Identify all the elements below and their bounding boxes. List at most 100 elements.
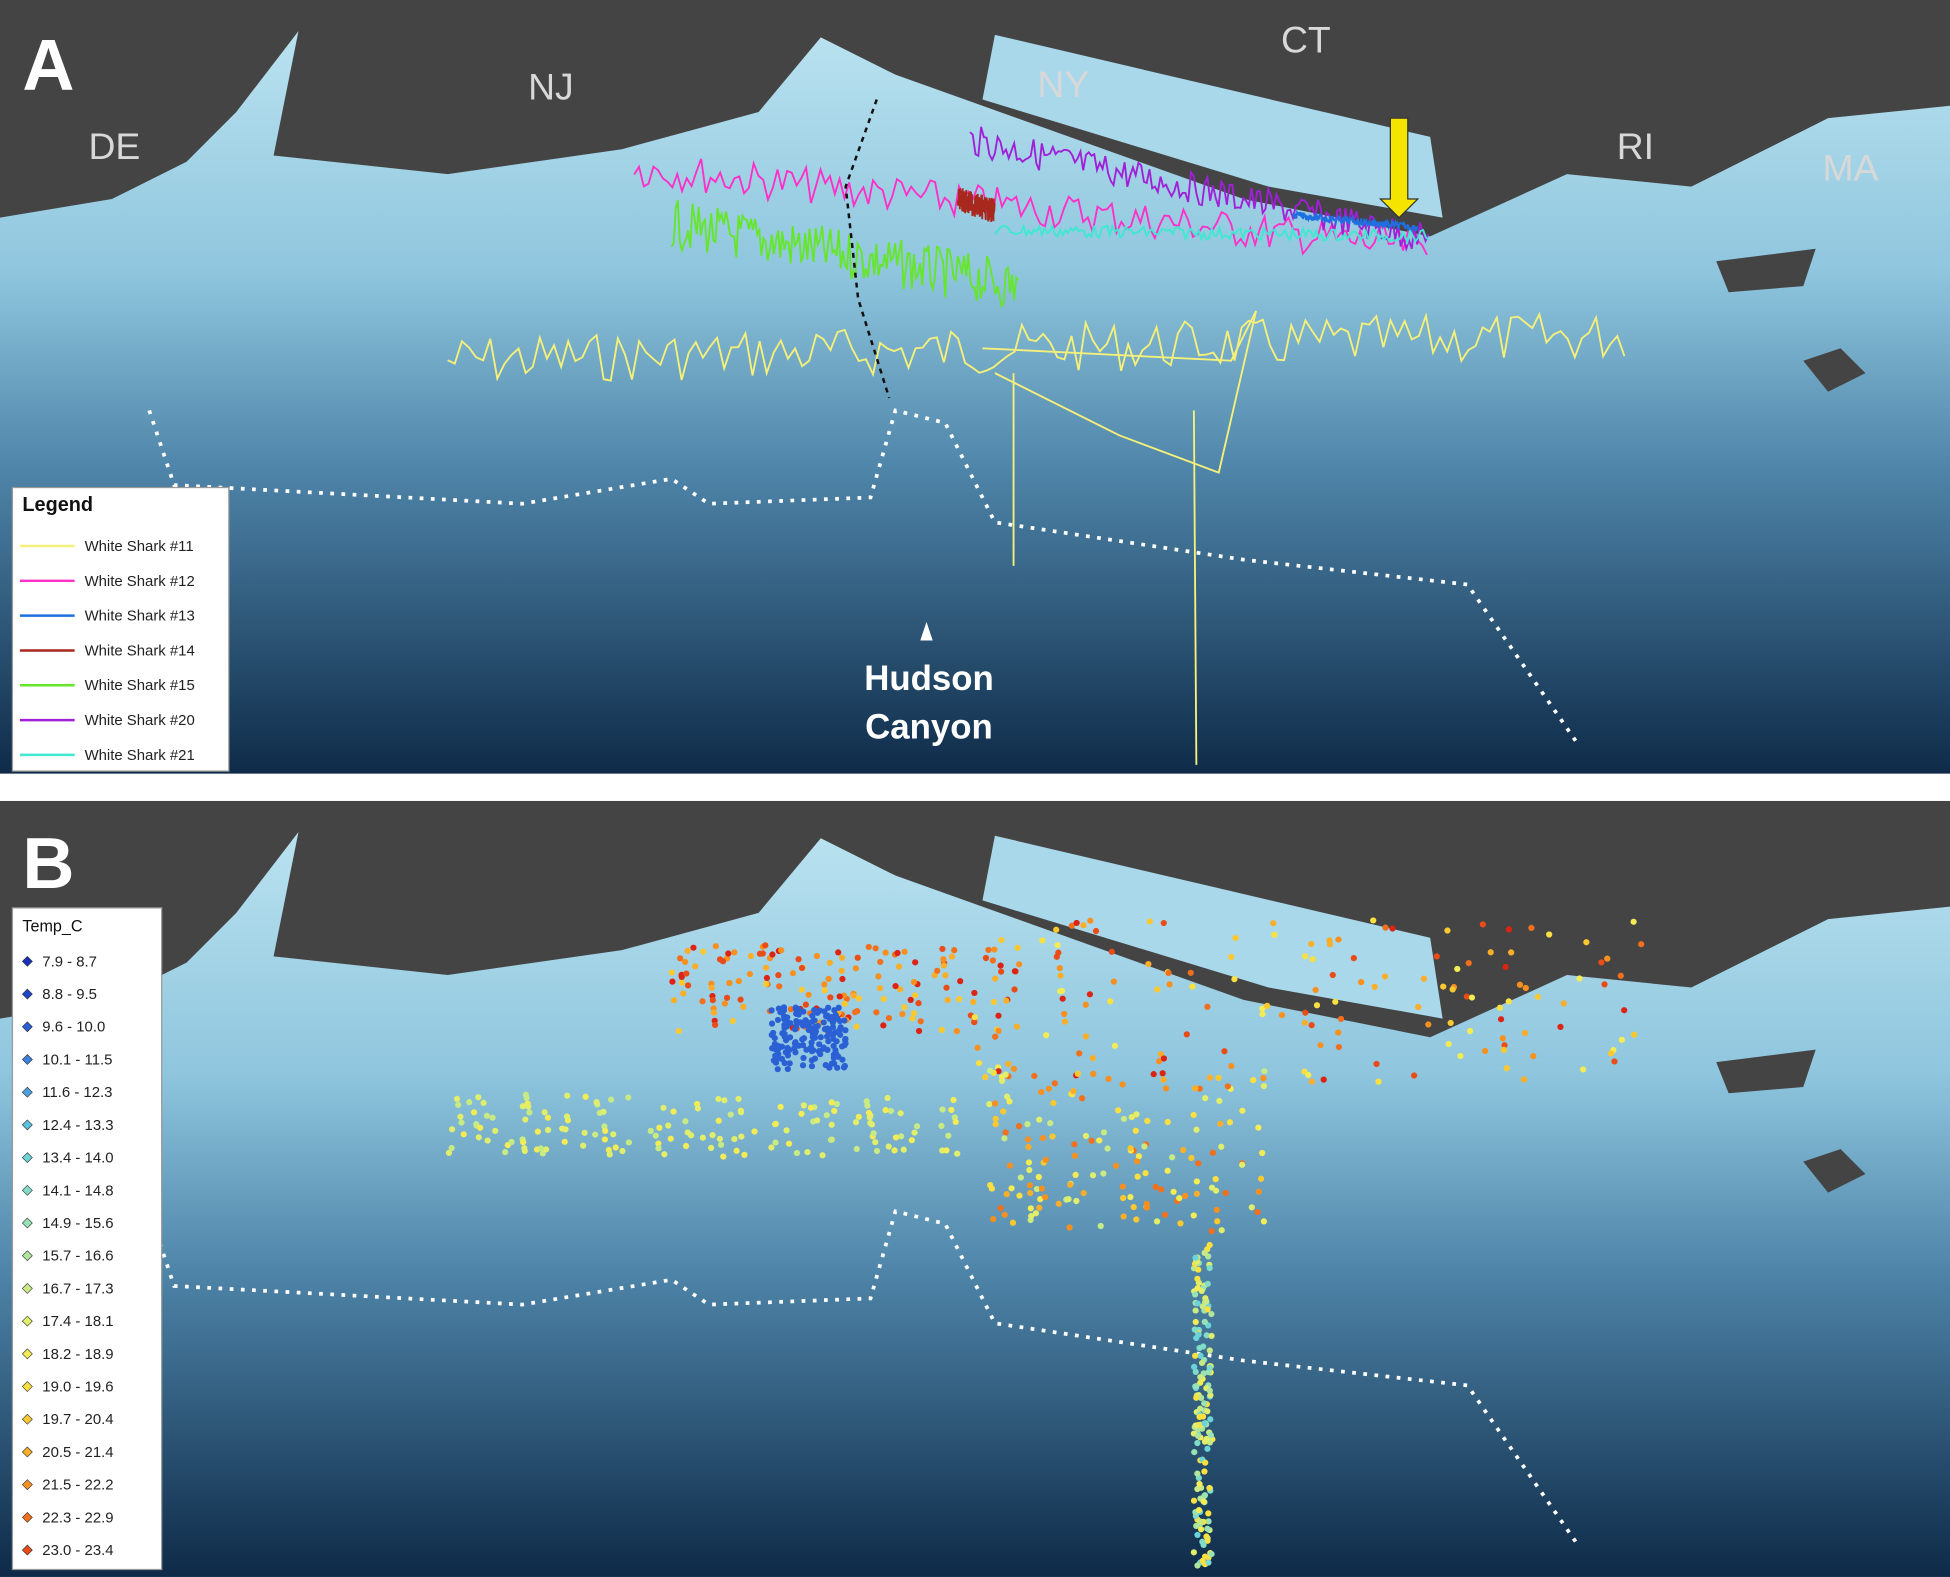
temp-point	[834, 1064, 841, 1071]
temp-point	[1215, 1074, 1222, 1081]
temp-point	[809, 1018, 816, 1025]
temp-point	[581, 1129, 588, 1136]
temp-point	[1024, 1121, 1031, 1128]
temp-point	[1164, 1118, 1171, 1126]
temp-point	[1003, 1191, 1010, 1198]
temp-point	[489, 1114, 496, 1121]
temp-point	[1135, 1153, 1143, 1160]
temp-point	[1389, 925, 1396, 932]
temp-point	[1226, 1119, 1234, 1126]
temp-point	[1032, 1210, 1040, 1217]
points	[445, 917, 1645, 1569]
temp-point	[1128, 1113, 1135, 1121]
temp-point	[737, 1109, 745, 1116]
temp-point	[864, 1102, 871, 1109]
temp-point	[1447, 1019, 1454, 1027]
temp-point	[1326, 941, 1334, 948]
temp-point	[1320, 1076, 1327, 1083]
temp-point	[884, 1094, 891, 1102]
temp-point	[1027, 1189, 1034, 1197]
temp-point	[1482, 1047, 1489, 1055]
legend-swatch	[21, 1348, 33, 1360]
temp-point	[821, 981, 828, 988]
temp-point	[1203, 1533, 1210, 1540]
temp-point	[602, 1127, 609, 1134]
temp-point	[911, 992, 919, 999]
legend-label: 18.2 - 18.9	[42, 1346, 113, 1363]
temp-point	[1201, 1249, 1208, 1256]
temp-point	[678, 973, 685, 981]
temp-point	[880, 995, 887, 1003]
temp-point	[690, 944, 697, 951]
legend-swatch	[21, 1021, 33, 1033]
temp-point	[948, 1106, 955, 1114]
temp-point	[1153, 1218, 1161, 1225]
temp-point	[1006, 1098, 1013, 1105]
temp-point	[990, 998, 998, 1006]
temp-point	[895, 963, 903, 970]
state-label: NY	[1037, 63, 1089, 105]
legend-box	[11, 486, 230, 772]
temp-point	[793, 1149, 801, 1157]
temp-point	[723, 994, 731, 1001]
temp-point	[800, 1054, 807, 1062]
temp-point	[1133, 1158, 1141, 1165]
temp-point	[1089, 1172, 1097, 1179]
temp-point	[1191, 1448, 1198, 1456]
temp-point	[1207, 1416, 1214, 1423]
temp-point	[1371, 983, 1378, 990]
temp-point	[1038, 1185, 1046, 1192]
temp-point	[854, 954, 861, 961]
temp-point	[1192, 1352, 1199, 1359]
temp-point	[1502, 963, 1509, 971]
temp-point	[768, 1007, 775, 1014]
temp-point	[719, 958, 727, 965]
temp-point	[526, 1109, 533, 1116]
temp-point	[1611, 1058, 1618, 1065]
temp-point	[1076, 1050, 1083, 1057]
temp-point	[986, 1067, 994, 1074]
temp-point	[1087, 917, 1094, 924]
temp-point	[563, 1113, 571, 1120]
temp-point	[1082, 1132, 1090, 1140]
temp-point	[1317, 1042, 1324, 1049]
temp-point	[1197, 1352, 1204, 1359]
temp-point	[1033, 1185, 1041, 1193]
temp-point	[1192, 1307, 1199, 1314]
legend-label: 17.4 - 18.1	[42, 1313, 113, 1330]
temp-point	[948, 953, 956, 960]
legend-label: 7.9 - 8.7	[42, 953, 97, 970]
temp-point	[1516, 981, 1524, 988]
temp-point	[781, 1033, 788, 1040]
temp-point	[1192, 1422, 1199, 1429]
temp-point	[1337, 1015, 1345, 1023]
temp-point	[974, 1044, 981, 1051]
temp-point	[655, 1145, 662, 1152]
temp-point	[1192, 1085, 1199, 1092]
temp-point	[680, 990, 687, 997]
temp-point	[1086, 991, 1094, 998]
temp-point	[813, 952, 821, 960]
temp-point	[1195, 1266, 1202, 1273]
temp-point	[656, 1124, 663, 1131]
temp-point	[1196, 1085, 1203, 1092]
temp-point	[792, 1004, 799, 1011]
temp-point	[971, 1019, 978, 1026]
temp-point	[838, 967, 845, 974]
state-label: RI	[1617, 125, 1654, 167]
temp-point	[1190, 1497, 1198, 1504]
temp-point	[733, 1147, 740, 1154]
legend-title: Temp_C	[22, 918, 82, 936]
temp-point	[1454, 965, 1461, 973]
temp-point	[562, 1126, 569, 1133]
temp-point	[1231, 976, 1238, 983]
temp-point	[866, 1114, 873, 1121]
temp-point	[991, 1100, 999, 1107]
temp-point	[775, 1051, 782, 1058]
temp-point	[1181, 1192, 1189, 1200]
temp-point	[897, 986, 904, 993]
temp-point	[769, 951, 776, 958]
temp-point	[798, 1110, 805, 1117]
temp-point	[1206, 1364, 1213, 1371]
temp-point	[1088, 1137, 1095, 1144]
